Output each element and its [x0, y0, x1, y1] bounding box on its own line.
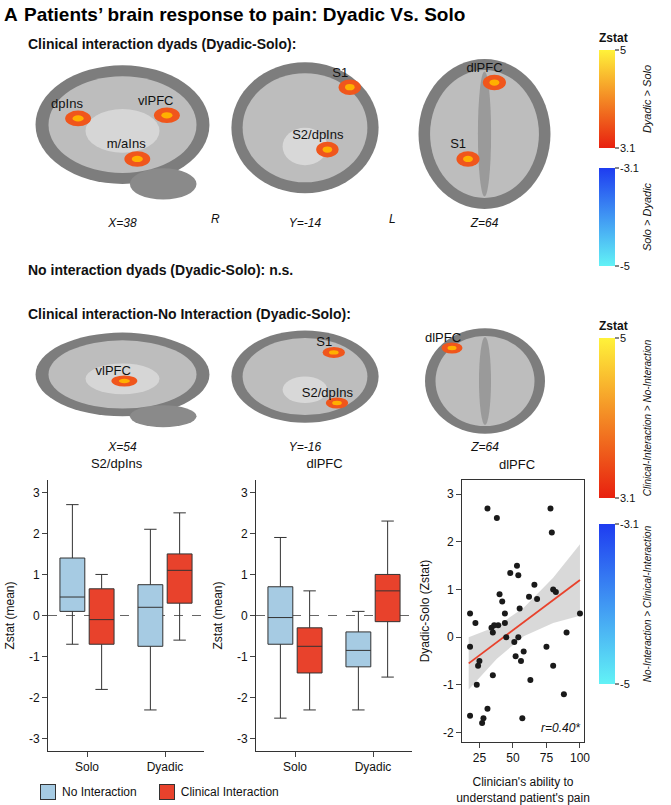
svg-text:1: 1 [447, 583, 454, 597]
html-text:S2/dpIns: S2/dpIns [301, 384, 354, 400]
svg-text:Dyadic > Solo: Dyadic > Solo [641, 65, 653, 133]
html-text:Y=-14: Y=-14 [288, 216, 322, 230]
svg-text:3.1: 3.1 [620, 492, 635, 504]
svg-text:Zstat (mean): Zstat (mean) [211, 581, 225, 649]
svg-text:-3.1: -3.1 [620, 162, 639, 174]
svg-text:-1: -1 [443, 678, 454, 692]
svg-text:-2: -2 [29, 691, 40, 705]
svg-text:Zstat: Zstat [599, 319, 628, 333]
svg-text:1: 1 [241, 568, 248, 582]
svg-text:Clinician's ability toundersta: Clinician's ability tounderstand patient… [456, 775, 590, 805]
svg-text:3: 3 [447, 487, 454, 501]
svg-text:S2/dpIns: S2/dpIns [91, 456, 143, 471]
svg-text:75: 75 [540, 751, 554, 765]
html-text:vlPFC: vlPFC [138, 92, 174, 108]
svg-text:dlPFC: dlPFC [499, 457, 535, 472]
svg-text:50: 50 [506, 751, 520, 765]
svg-text:3: 3 [241, 486, 248, 500]
html-text:S1: S1 [450, 135, 466, 151]
html-text:dpIns: dpIns [51, 95, 83, 111]
html-text:vlPFC: vlPFC [95, 362, 131, 378]
html-text:Z=64: Z=64 [470, 216, 499, 230]
svg-text:2: 2 [33, 527, 40, 541]
svg-text:-2: -2 [237, 691, 248, 705]
svg-text:Zstat: Zstat [599, 31, 628, 45]
svg-text:5: 5 [620, 332, 626, 344]
svg-text:Zstat (mean): Zstat (mean) [3, 581, 17, 649]
svg-text:-2: -2 [443, 726, 454, 740]
svg-text:-3: -3 [29, 732, 40, 746]
svg-text:100: 100 [570, 751, 590, 765]
html-text:A Patients’ brain response to: A Patients’ brain response to pain: Dyad… [4, 4, 466, 25]
svg-text:dlPFC: dlPFC [307, 456, 343, 471]
svg-text:-5: -5 [620, 678, 630, 690]
html-text:S1: S1 [332, 64, 349, 80]
html-text:No interaction dyads (Dyadic-S: No interaction dyads (Dyadic-Solo): n.s. [28, 262, 294, 278]
html-text:X=54: X=54 [108, 440, 137, 454]
svg-text:3: 3 [33, 486, 40, 500]
svg-text:-5: -5 [620, 260, 630, 272]
html-text:R: R [211, 212, 220, 226]
svg-text:25: 25 [473, 751, 487, 765]
html-text:dlPFC: dlPFC [466, 59, 503, 75]
html-text:X=38: X=38 [108, 216, 137, 230]
svg-text:2: 2 [241, 527, 248, 541]
svg-text:Clinical-Interaction > No-Inte: Clinical-Interaction > No-Interaction [642, 339, 653, 496]
html-text:L: L [389, 212, 396, 226]
html-text:Y=-16: Y=-16 [288, 440, 322, 454]
svg-text:Solo > Dyadic: Solo > Dyadic [641, 182, 653, 251]
svg-text:-1: -1 [29, 650, 40, 664]
svg-text:Dyadic: Dyadic [147, 760, 184, 774]
svg-text:Dyadic: Dyadic [355, 760, 392, 774]
svg-text:0: 0 [447, 630, 454, 644]
svg-text:-3.1: -3.1 [620, 518, 639, 530]
svg-text:Solo: Solo [75, 760, 99, 774]
svg-text:0: 0 [241, 609, 248, 623]
html-text:S1: S1 [316, 333, 333, 349]
html-text:m/aIns: m/aIns [106, 135, 146, 151]
html-text:dlPFC: dlPFC [424, 329, 462, 345]
svg-text:5: 5 [620, 44, 626, 56]
html-text:Clinical Interaction: Clinical Interaction [180, 785, 279, 799]
svg-text:-1: -1 [237, 650, 248, 664]
svg-text:Solo: Solo [283, 760, 307, 774]
svg-text:3.1: 3.1 [620, 142, 635, 154]
svg-text:1: 1 [33, 568, 40, 582]
html-text:S2/dpIns: S2/dpIns [292, 126, 344, 142]
html-text:Clinical interaction-No Intera: Clinical interaction-No Interaction (Dya… [28, 306, 351, 322]
html-text:Z=64: Z=64 [471, 440, 499, 454]
svg-text:r=0.40*: r=0.40* [541, 721, 580, 735]
svg-text:Dyadic-Solo (Zstat): Dyadic-Solo (Zstat) [418, 560, 432, 663]
html-text:Clinical interaction dyads (Dy: Clinical interaction dyads (Dyadic-Solo)… [28, 36, 297, 52]
svg-text:2: 2 [447, 535, 454, 549]
html-text:No Interaction: No Interaction [62, 785, 137, 799]
svg-text:-3: -3 [237, 732, 248, 746]
svg-text:0: 0 [33, 609, 40, 623]
svg-text:No-Interaction > Clinical-Inte: No-Interaction > Clinical-Interaction [642, 525, 653, 682]
